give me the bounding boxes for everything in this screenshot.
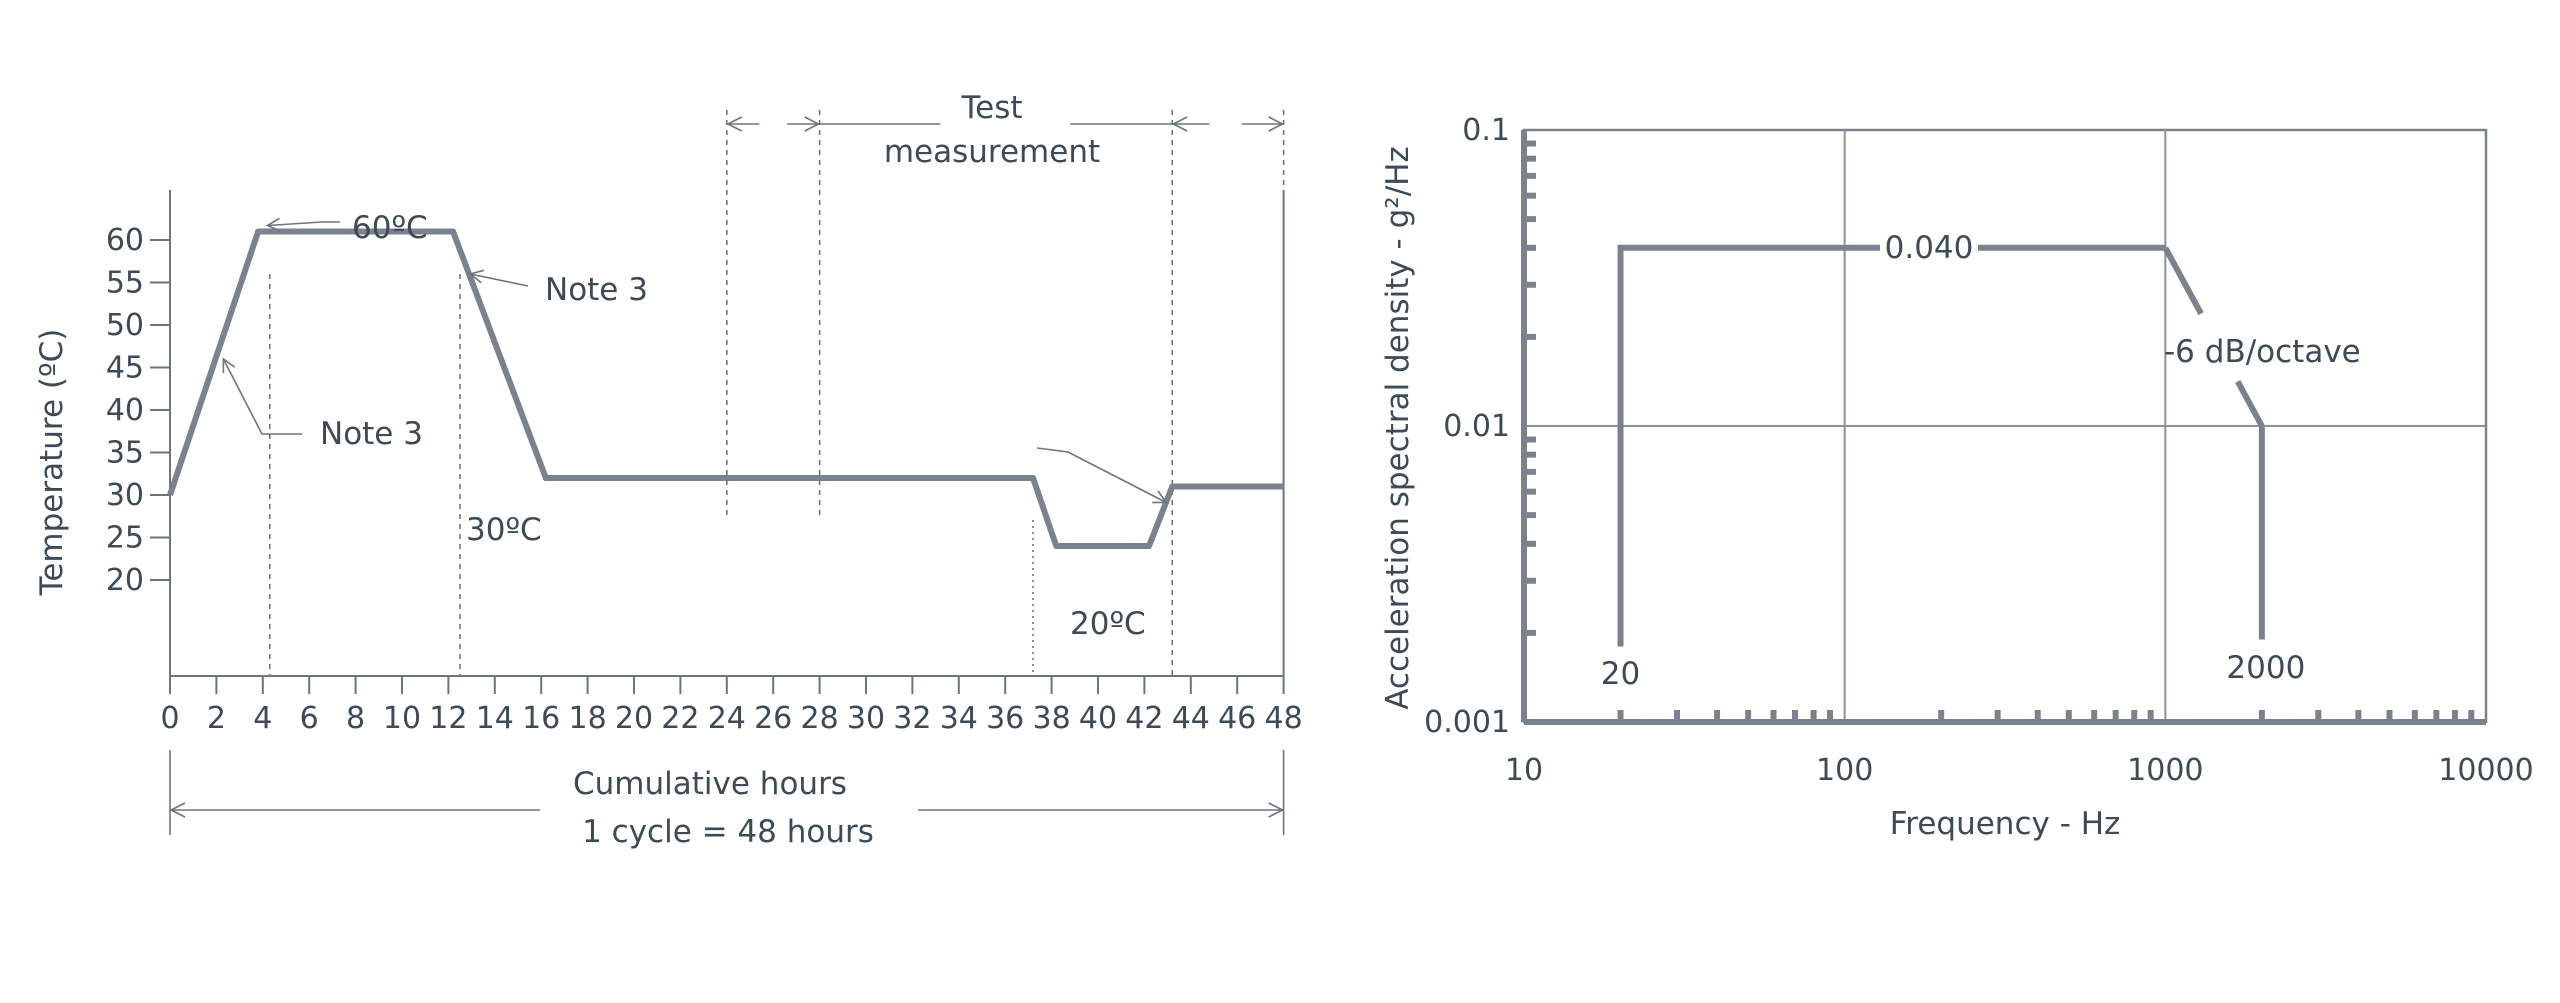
test-label-line1: Test — [960, 90, 1022, 126]
x-tick-label: 10000 — [2438, 753, 2533, 788]
y-tick-label: 25 — [106, 521, 144, 556]
ramp-down-leader-line — [470, 273, 529, 287]
high-frequency-label: 2000 — [2226, 650, 2305, 686]
psd-profile-segment-1 — [1617, 244, 1880, 647]
x-tick-label: 38 — [1033, 701, 1071, 736]
psd-slope-segment-1 — [2162, 246, 2204, 316]
x-tick-label: 20 — [615, 701, 653, 736]
peak-leader-arrowhead — [265, 217, 281, 232]
x-tick-label: 10 — [383, 701, 421, 736]
x-tick-label: 32 — [893, 701, 931, 736]
y-tick-label: 35 — [106, 436, 144, 471]
x-tick-label: 46 — [1218, 701, 1256, 736]
test-arrowhead-left-1 — [726, 116, 743, 132]
y-tick-label: 30 — [106, 478, 144, 513]
y-tick-label: 0.01 — [1443, 409, 1510, 444]
x-tick-label: 100 — [1816, 753, 1873, 788]
x-tick-label: 42 — [1125, 701, 1163, 736]
x-tick-label: 28 — [801, 701, 839, 736]
cycle-label: 1 cycle = 48 hours — [582, 814, 874, 850]
y-tick-label: 45 — [106, 351, 144, 386]
y-tick-label: 55 — [106, 266, 144, 301]
x-tick-label: 0 — [160, 701, 179, 736]
low-frequency-label: 20 — [1601, 656, 1640, 692]
x-tick-label: 6 — [300, 701, 319, 736]
x-tick-label: 36 — [986, 701, 1024, 736]
x-tick-label: 16 — [522, 701, 560, 736]
cold-dip-label: 20ºC — [1070, 606, 1146, 642]
y-tick-label: 20 — [106, 563, 144, 598]
y-axis-title: Temperature (ºC) — [34, 329, 70, 597]
x-tick-label: 34 — [940, 701, 978, 736]
x-tick-label: 1000 — [2127, 753, 2203, 788]
cycle-arrowhead-left — [169, 802, 186, 818]
y-tick-label: 50 — [106, 308, 144, 343]
x-tick-label: 18 — [569, 701, 607, 736]
x-tick-label: 4 — [253, 701, 272, 736]
test-arrowhead-left-2 — [1171, 116, 1188, 132]
x-tick-label: 8 — [346, 701, 365, 736]
ramp-up-leader-arrowhead — [222, 357, 236, 374]
y-tick-label: 0.1 — [1462, 113, 1510, 148]
cold-dip-leader-line — [1036, 447, 1167, 504]
peak-leader-line — [267, 221, 340, 227]
x-tick-label: 12 — [429, 701, 467, 736]
x-tick-label: 10 — [1505, 753, 1543, 788]
ramp-down-leader-arrowhead — [468, 269, 485, 284]
peak-label: 60ºC — [352, 210, 428, 246]
y-tick-label: 40 — [106, 393, 144, 428]
level-label: 0.040 — [1885, 230, 1974, 266]
y-tick-label: 0.001 — [1424, 705, 1510, 740]
x-tick-label: 2 — [207, 701, 226, 736]
x-tick-label: 24 — [708, 701, 746, 736]
x-tick-label: 26 — [754, 701, 792, 736]
x-tick-label: 44 — [1172, 701, 1210, 736]
x-tick-label: 30 — [847, 701, 885, 736]
temperature-profile-line — [167, 228, 1284, 549]
x-tick-label: 14 — [476, 701, 514, 736]
x-tick-label: 40 — [1079, 701, 1117, 736]
test-label-line2: measurement — [884, 134, 1100, 170]
y-tick-label: 60 — [106, 223, 144, 258]
cold-dip-leader-arrowhead — [1152, 490, 1168, 504]
x-axis-title: Frequency - Hz — [1890, 806, 2121, 842]
x-tick-label: 22 — [661, 701, 699, 736]
psd-slope-segment-2 — [2235, 380, 2265, 428]
vibration-psd-chart: 10 100 1000 10000 0.001 0.01 0.1 Frequency - Hz… — [1380, 113, 2534, 842]
ramp-up-leader-line — [222, 358, 302, 435]
x-axis-title: Cumulative hours — [573, 766, 847, 802]
test-arrowhead-right-1 — [804, 116, 821, 132]
ramp-down-note-label: Note 3 — [545, 272, 648, 308]
slope-label: -6 dB/octave — [2164, 334, 2361, 370]
y-axis-title: Acceleration spectral density - g²/Hz — [1380, 146, 1416, 709]
ramp-up-note-label: Note 3 — [320, 416, 423, 452]
test-arrowhead-right-2 — [1268, 116, 1285, 132]
low-plateau-label: 30ºC — [466, 512, 542, 548]
x-tick-label: 48 — [1265, 701, 1303, 736]
cycle-arrowhead-right — [1268, 802, 1285, 818]
